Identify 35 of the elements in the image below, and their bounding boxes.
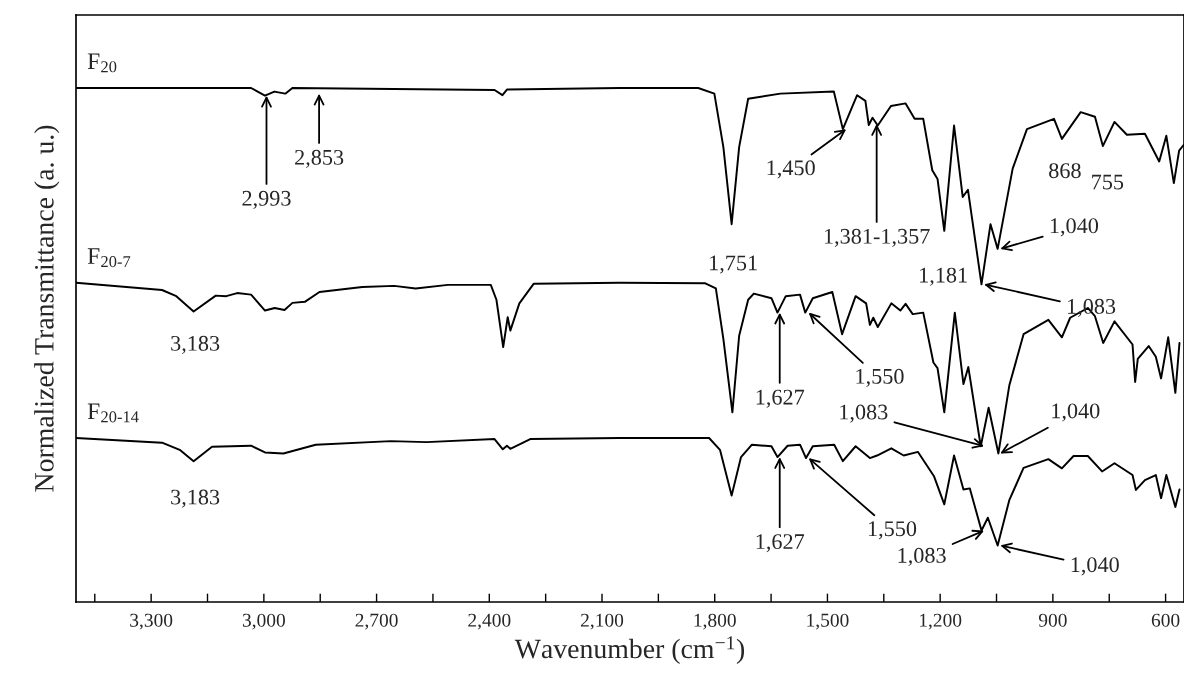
annotation: 2,993: [242, 190, 291, 209]
annotation: 1,550: [868, 521, 917, 540]
annotation: 1,450: [767, 160, 815, 179]
x-tick-label: 1,800: [694, 613, 736, 630]
annotation: 1,040: [1050, 218, 1099, 237]
annotation: 3,183: [171, 489, 220, 508]
annotation: 755: [1092, 174, 1124, 190]
x-tick-label: 1,200: [919, 613, 962, 630]
annotation: 1,040: [1071, 557, 1119, 576]
series-label: F$_{20}$: [87, 53, 117, 73]
y-axis-title: Normalized Transmittance (a. u.): [34, 125, 60, 492]
annotation: 1,181: [920, 267, 967, 286]
annotation: 1,627: [756, 389, 805, 408]
x-tick-label: 3,000: [242, 613, 285, 630]
annotation: 868: [1049, 163, 1081, 179]
series-label: F$_{20‐14}$: [87, 403, 139, 423]
annotation: 2,853: [295, 149, 344, 169]
annotation: 1,083: [898, 547, 946, 567]
x-axis-title: Wavenumber (cm$^{−1}$): [514, 636, 745, 664]
annotation: 1,550: [856, 368, 904, 387]
x-tick-label: 3,300: [130, 613, 173, 630]
annotation: 1,381-1,357: [824, 228, 930, 247]
annotation: 3,183: [171, 335, 220, 355]
x-tick-label: 2,700: [355, 613, 398, 630]
annotation: 1,083: [840, 404, 888, 423]
x-tick-label: 1,500: [807, 613, 849, 630]
x-tick-label: 2,100: [580, 613, 624, 630]
x-tick-label: 900: [1038, 613, 1067, 627]
annotation: 1,040: [1052, 403, 1100, 422]
x-tick-label: 600: [1151, 613, 1180, 627]
annotation: 1,751: [710, 255, 757, 274]
annotation: 1,627: [756, 534, 805, 553]
x-tick-label: 2,400: [468, 613, 511, 630]
annotation: 1,083: [1068, 298, 1116, 318]
series-label: F$_{20‐7}$: [87, 248, 131, 268]
